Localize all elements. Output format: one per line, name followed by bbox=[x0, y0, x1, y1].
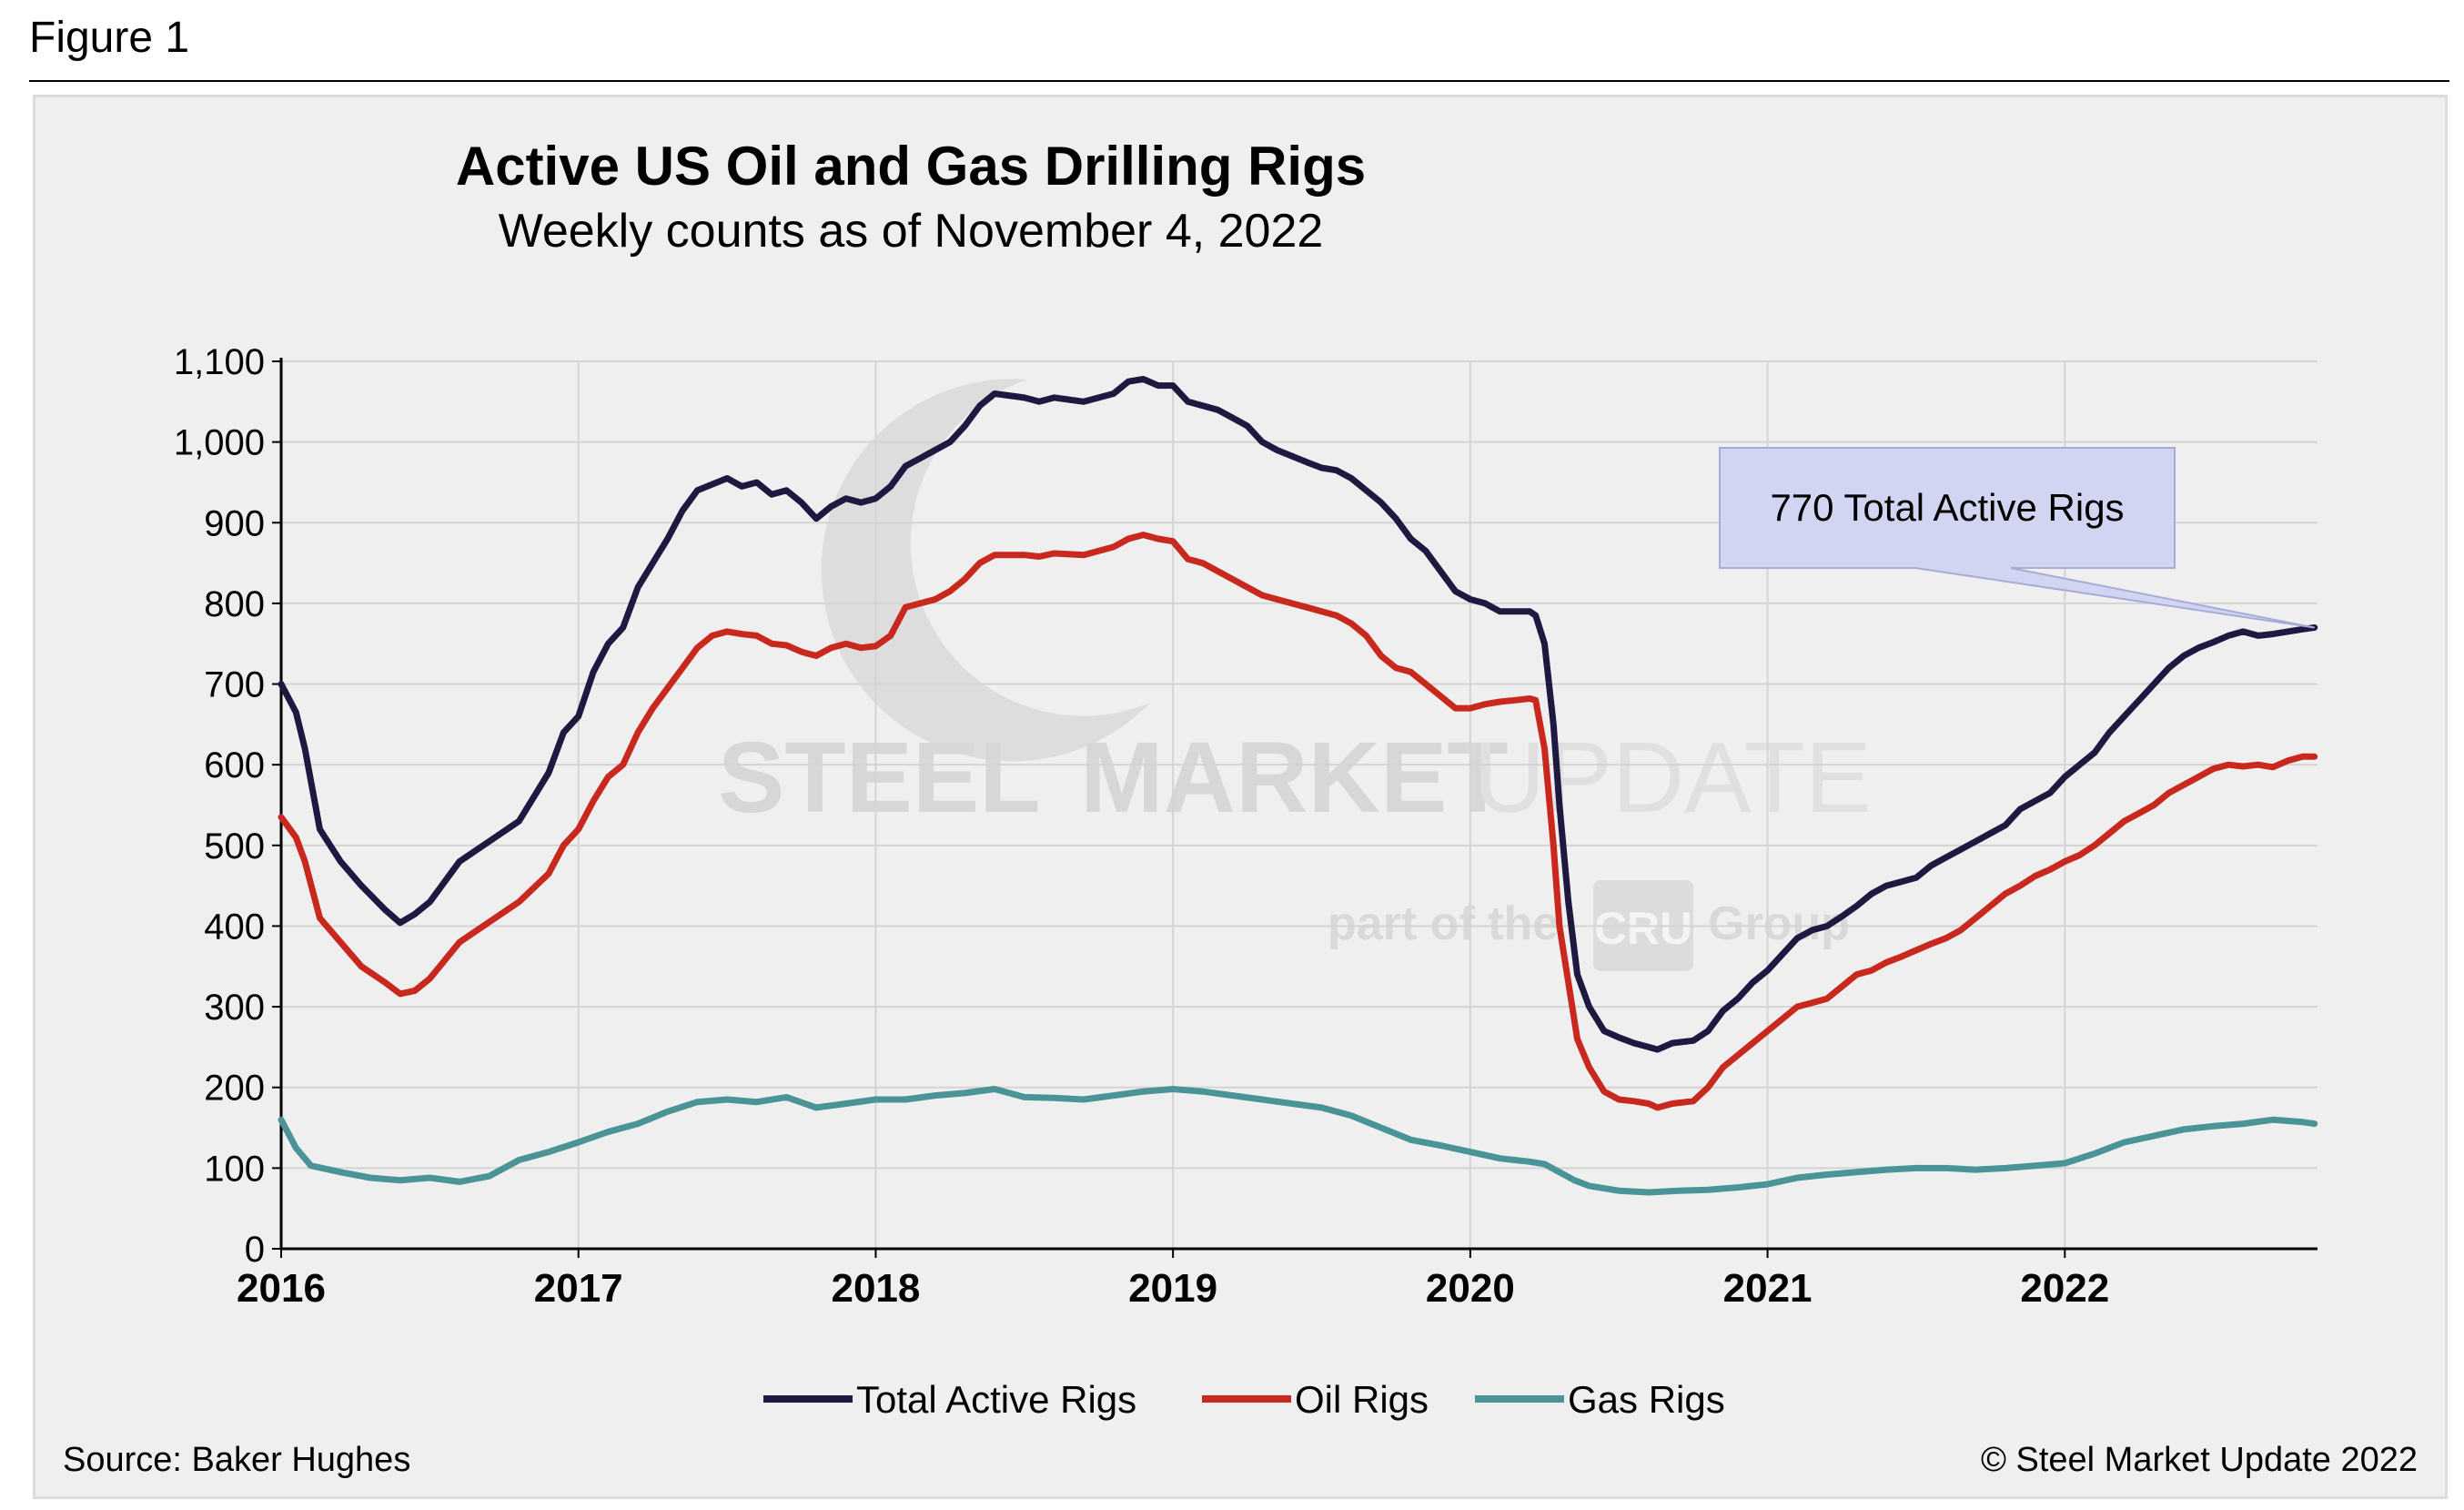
x-tick-label: 2018 bbox=[831, 1266, 920, 1311]
y-tick-label: 400 bbox=[204, 907, 265, 947]
chart-subtitle: Weekly counts as of November 4, 2022 bbox=[499, 205, 1324, 258]
watermark-word-steel: STEEL bbox=[718, 722, 1041, 834]
y-tick-label: 100 bbox=[204, 1149, 265, 1189]
x-tick-label: 2017 bbox=[534, 1266, 623, 1311]
y-tick-label: 700 bbox=[204, 665, 265, 705]
legend-label-oil: Oil Rigs bbox=[1295, 1378, 1429, 1421]
x-tick-label: 2020 bbox=[1426, 1266, 1515, 1311]
series-line-oil-rigs bbox=[278, 532, 2318, 1111]
y-tick-labels: 0 100 200 300 400 500 600 700 800 900 1,000 1,100 bbox=[174, 342, 265, 1270]
legend: Total Active Rigs Oil Rigs Gas Rigs bbox=[763, 1378, 1725, 1421]
y-tick-label: 500 bbox=[204, 826, 265, 866]
x-tick-label: 2021 bbox=[1723, 1266, 1813, 1311]
series-lines bbox=[278, 376, 2318, 1196]
series-line-total-active-rigs bbox=[278, 376, 2318, 1053]
x-tick-label: 2022 bbox=[2020, 1266, 2109, 1311]
y-tick-label: 1,100 bbox=[174, 342, 265, 382]
chart-svg: Active US Oil and Gas Drilling Rigs Week… bbox=[63, 136, 2418, 1479]
y-tick-label: 300 bbox=[204, 988, 265, 1028]
y-tick-label: 1,000 bbox=[174, 423, 265, 463]
legend-label-total: Total Active Rigs bbox=[856, 1378, 1136, 1421]
y-tick-label: 200 bbox=[204, 1069, 265, 1109]
y-tick-label: 800 bbox=[204, 584, 265, 624]
y-tick-label: 0 bbox=[245, 1230, 265, 1270]
x-tick-labels: 2016 2017 2018 2019 2020 2021 2022 bbox=[237, 1266, 2109, 1311]
source-note: Source: Baker Hughes bbox=[63, 1441, 410, 1479]
watermark: STEEL MARKET UPDATE part of the CRU Grou… bbox=[718, 379, 1872, 971]
copyright-note: © Steel Market Update 2022 bbox=[1981, 1441, 2418, 1479]
callout: 770 Total Active Rigs bbox=[1719, 447, 2315, 629]
series-line-gas-rigs bbox=[278, 1086, 2318, 1196]
watermark-word-update: UPDATE bbox=[1473, 722, 1872, 834]
watermark-tagline-left: part of the bbox=[1328, 897, 1559, 950]
y-tick-label: 600 bbox=[204, 745, 265, 785]
chart-title: Active US Oil and Gas Drilling Rigs bbox=[456, 136, 1366, 197]
y-tick-label: 900 bbox=[204, 503, 265, 543]
x-tick-label: 2016 bbox=[237, 1266, 326, 1311]
watermark-word-market: MARKET bbox=[1080, 722, 1509, 834]
x-tick-label: 2019 bbox=[1128, 1266, 1217, 1311]
watermark-cru-text: CRU bbox=[1594, 903, 1692, 954]
callout-pointer-box bbox=[1719, 447, 2315, 629]
chart-panel: Active US Oil and Gas Drilling Rigs Week… bbox=[33, 95, 2448, 1499]
figure-label: Figure 1 bbox=[29, 14, 190, 62]
top-rule bbox=[29, 80, 2449, 82]
legend-label-gas: Gas Rigs bbox=[1568, 1378, 1725, 1421]
callout-text: 770 Total Active Rigs bbox=[1770, 486, 2124, 529]
watermark-swoosh bbox=[821, 379, 1150, 762]
